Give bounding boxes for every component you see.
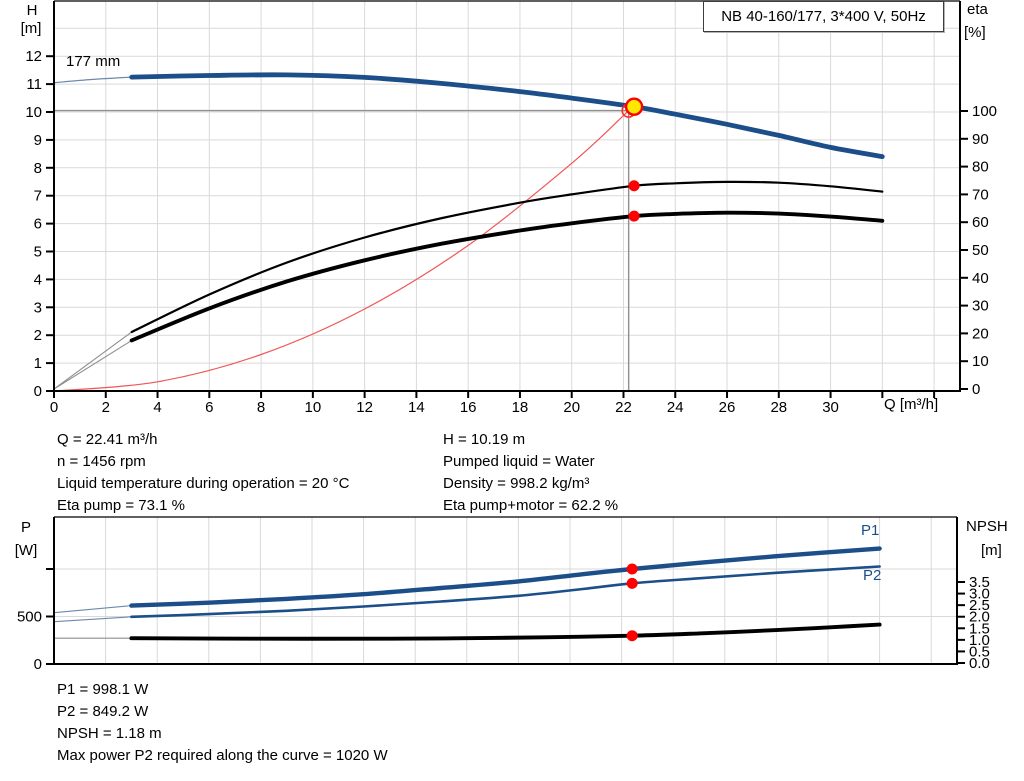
pump-name-box: NB 40-160/177, 3*400 V, 50Hz	[703, 1, 944, 32]
y-left-tick-label: 3	[34, 299, 42, 316]
y-right-tick-label: 20	[972, 325, 989, 342]
x-tick-label: 24	[667, 399, 684, 416]
x-tick-label: 14	[408, 399, 425, 416]
p-axis-title: P	[20, 519, 31, 536]
annotation-line: NPSH = 1.18 m	[57, 725, 162, 742]
npsh-curve	[129, 622, 882, 641]
duty-info-right: H = 10.19 m Pumped liquid = Water Densit…	[443, 429, 618, 517]
duty-point	[624, 97, 644, 116]
y-left-tick-label: 2	[34, 327, 42, 344]
p1-curve-label: P1	[861, 522, 880, 539]
eta-axis-title: eta	[967, 1, 988, 18]
y-right-tick-label: 10	[972, 353, 989, 370]
y-right-tick-label: 50	[972, 242, 989, 259]
y-right-tick-label: 100	[972, 103, 997, 120]
x-tick-label: 0	[50, 399, 58, 416]
h-axis-unit: [m]	[20, 20, 42, 37]
annotation-line: Max power P2 required along the curve = …	[57, 747, 388, 764]
y-left-tick-label: 12	[25, 48, 42, 65]
y-left-tick-label: 0	[34, 656, 42, 673]
p1-curve	[129, 546, 882, 608]
y-right-tick-label: 0.0	[969, 655, 990, 672]
p1-dot	[626, 563, 638, 575]
p1-curve-lead	[53, 605, 132, 614]
eta-axis-unit: [%]	[964, 24, 986, 41]
y-right-tick-label: 60	[972, 214, 989, 231]
npsh-axis-title: NPSH	[966, 518, 1008, 535]
y-left-tick-label: 4	[34, 271, 42, 288]
x-tick-label: 6	[205, 399, 213, 416]
y-left-tick-label: 9	[34, 132, 42, 149]
y-right-tick-label: 40	[972, 270, 989, 287]
y-left-tick-label: 11	[26, 76, 42, 93]
y-left-tick-label: 1	[34, 355, 42, 372]
y-right-tick-label: 0	[972, 381, 980, 398]
annotation-line: Liquid temperature during operation = 20…	[57, 475, 350, 492]
pump-name: NB 40-160/177, 3*400 V, 50Hz	[721, 8, 926, 25]
y-right-tick-label: 0.5	[969, 643, 990, 660]
annotation-line: P2 = 849.2 W	[57, 703, 149, 720]
p2-curve-label: P2	[863, 567, 882, 584]
impeller-diameter-label: 177 mm	[66, 53, 121, 70]
q-axis-title: Q [m³/h]	[884, 396, 939, 413]
annotation-line: Eta pump+motor = 62.2 %	[443, 497, 619, 514]
system-curve	[53, 110, 630, 392]
y-left-tick-label: 10	[25, 104, 42, 121]
y-right-tick-label: 2.5	[969, 597, 990, 614]
qh-curve-lead	[53, 76, 133, 84]
y-left-tick-label: 8	[34, 160, 42, 177]
y-left-tick-label: 6	[34, 216, 42, 233]
y-left-tick-label: 500	[17, 609, 42, 626]
y-right-tick-label: 3.5	[969, 574, 990, 591]
x-tick-label: 8	[257, 399, 265, 416]
eta-pump-curve	[130, 180, 884, 334]
annotation-line: P1 = 998.1 W	[57, 681, 149, 698]
x-tick-label: 4	[153, 399, 161, 416]
y-right-tick-label: 1.0	[969, 632, 990, 649]
x-tick-label: 18	[512, 399, 529, 416]
p2-curve-lead	[53, 616, 132, 623]
x-tick-label: 20	[563, 399, 580, 416]
y-right-tick-label: 2.0	[969, 609, 990, 626]
eta-pump-motor-dot	[628, 210, 640, 222]
annotation-line: H = 10.19 m	[443, 431, 526, 448]
y-right-tick-label: 30	[972, 298, 989, 315]
y-left-tick-label: 7	[34, 188, 42, 205]
y-left-tick-label: 5	[34, 244, 42, 261]
eta-pump-motor-lead	[53, 339, 133, 390]
x-tick-label: 26	[719, 399, 736, 416]
p2-dot	[626, 577, 638, 589]
y-right-tick-label: 90	[972, 131, 989, 148]
x-tick-label: 10	[305, 399, 322, 416]
eta-pump-motor-curve	[129, 210, 885, 343]
y-right-tick-label: 3.0	[969, 586, 990, 603]
npsh-axis-unit: [m]	[981, 542, 1002, 559]
x-tick-label: 2	[102, 399, 110, 416]
power-info-block: P1 = 998.1 W P2 = 849.2 W NPSH = 1.18 m …	[57, 679, 388, 767]
annotation-line: n = 1456 rpm	[57, 453, 146, 470]
y-right-tick-label: 1.5	[969, 620, 990, 637]
eta-pump-lead	[53, 331, 133, 390]
x-tick-label: 22	[615, 399, 632, 416]
y-right-tick-label: 80	[972, 159, 989, 176]
eta-pump-dot	[628, 180, 640, 192]
h-axis-title: H	[26, 2, 38, 19]
p2-curve	[130, 565, 881, 619]
x-tick-label: 16	[460, 399, 477, 416]
annotation-line: Q = 22.41 m³/h	[57, 431, 158, 448]
annotation-line: Density = 998.2 kg/m³	[443, 475, 590, 492]
x-tick-label: 12	[356, 399, 373, 416]
npsh-dot	[626, 630, 638, 642]
p-axis-unit: [W]	[14, 542, 38, 559]
duty-info-left: Q = 22.41 m³/h n = 1456 rpm Liquid tempe…	[57, 429, 349, 517]
annotation-line: Eta pump = 73.1 %	[57, 497, 185, 514]
x-tick-label: 28	[770, 399, 787, 416]
y-left-tick-label: 0	[34, 383, 42, 400]
annotation-line: Pumped liquid = Water	[443, 453, 595, 470]
x-tick-label: 30	[822, 399, 839, 416]
y-right-tick-label: 70	[972, 186, 989, 203]
qh-curve	[129, 72, 885, 159]
